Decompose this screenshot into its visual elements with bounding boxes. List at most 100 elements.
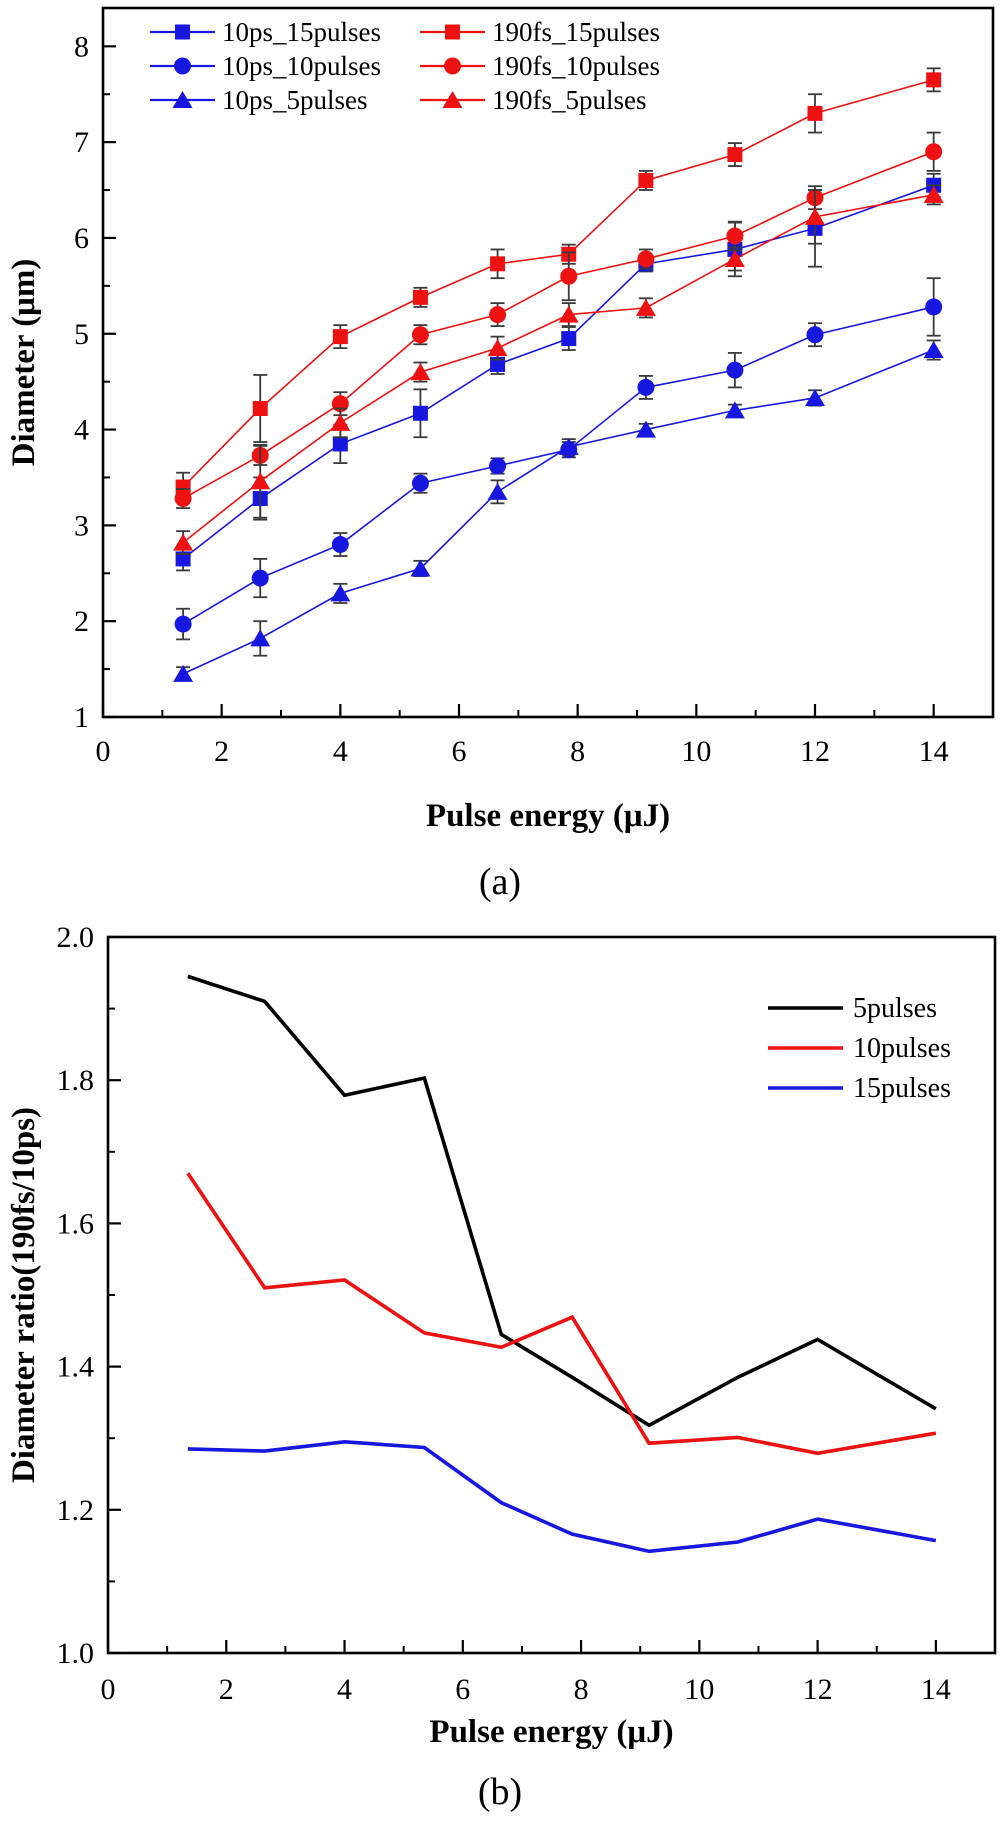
circle-marker xyxy=(489,306,507,324)
x-tick-label: 12 xyxy=(800,735,830,768)
circle-marker xyxy=(925,298,943,316)
series-line xyxy=(182,184,934,560)
square-marker xyxy=(332,436,348,452)
series-line xyxy=(187,1439,937,1554)
series-190fs_10pulses xyxy=(174,131,943,510)
legend-label: 15pulses xyxy=(853,1073,951,1104)
triangle-marker xyxy=(250,472,271,490)
chart-b-svg: 0 2 4 6 8 10 12 14 1.0 1.2 1.4 1.6 1.8 2.0 Pulse energ… xyxy=(6,921,997,1750)
x-tick-label: 8 xyxy=(574,1673,589,1706)
triangle-marker xyxy=(724,401,745,419)
x-axis: 0 2 4 6 8 10 12 14 xyxy=(101,1640,996,1706)
legend-label: 10ps_15pulses xyxy=(222,17,381,47)
legend: 10ps_15pulses 10ps_10pulses 10ps_5pulses 19… xyxy=(150,17,660,115)
triangle-marker xyxy=(724,250,745,268)
square-marker xyxy=(412,405,428,421)
triangle-marker xyxy=(487,339,508,357)
legend-label: 5pulses xyxy=(853,993,937,1024)
series-10ps_10pulses xyxy=(174,277,943,641)
legend-label: 10ps_5pulses xyxy=(222,85,368,115)
legend-item-10ps_5pulses: 10ps_5pulses xyxy=(150,85,368,115)
square-marker xyxy=(445,24,460,40)
series-190fs_15pulses xyxy=(175,67,942,503)
circle-marker xyxy=(174,57,191,75)
legend-label: 190fs_15pulses xyxy=(492,17,660,47)
series-line xyxy=(186,1172,937,1456)
legend-item-15pulses: 15pulses xyxy=(768,1073,951,1104)
x-tick-label: 2 xyxy=(219,1673,234,1706)
caption-b: (b) xyxy=(477,1771,523,1813)
circle-marker xyxy=(489,457,507,475)
x-tick-label: 6 xyxy=(455,1673,470,1706)
x-tick-label: 8 xyxy=(570,735,585,768)
legend-item-5pulses: 5pulses xyxy=(768,993,937,1024)
x-tick-label: 0 xyxy=(96,735,111,768)
caption-a: (a) xyxy=(478,861,522,903)
x-tick-label: 6 xyxy=(452,735,467,768)
triangle-marker xyxy=(558,305,579,323)
triangle-marker xyxy=(330,584,351,602)
square-marker xyxy=(807,105,823,121)
triangle-marker xyxy=(442,91,463,108)
y-tick-label: 1.8 xyxy=(57,1064,95,1097)
x-tick-label: 14 xyxy=(919,735,949,768)
y-tick-label: 1.0 xyxy=(57,1637,95,1670)
triangle-marker xyxy=(635,420,656,438)
y-tick-label: 5 xyxy=(74,318,89,351)
circle-marker xyxy=(411,474,429,492)
series-5pulses xyxy=(187,974,937,1428)
x-tick-label: 4 xyxy=(337,1673,352,1706)
triangle-marker xyxy=(805,388,825,406)
legend-item-190fs_15pulses: 190fs_15pulses xyxy=(420,17,660,47)
y-tick-label: 1.6 xyxy=(57,1207,95,1240)
triangle-marker xyxy=(173,533,194,551)
square-marker xyxy=(412,289,428,305)
series-line xyxy=(182,349,934,675)
x-tick-label: 2 xyxy=(214,735,229,768)
circle-marker xyxy=(726,227,744,245)
circle-marker xyxy=(637,250,655,268)
triangle-marker xyxy=(923,185,944,203)
y-tick-label: 2 xyxy=(74,605,89,638)
triangle-marker xyxy=(923,341,944,359)
triangle-marker xyxy=(173,664,194,682)
y-tick-label: 1 xyxy=(74,701,89,734)
circle-marker xyxy=(174,490,192,508)
x-tick-label: 12 xyxy=(803,1673,833,1706)
triangle-marker xyxy=(635,298,656,316)
legend-item-10ps_10pulses: 10ps_10pulses xyxy=(150,51,381,81)
y-axis-title: Diameter ratio(190fs/10ps) xyxy=(6,1107,42,1483)
series-line xyxy=(182,194,934,544)
circle-marker xyxy=(174,615,192,633)
y-axis-title: Diameter (μm) xyxy=(6,259,42,467)
legend-label: 190fs_10pulses xyxy=(492,51,660,81)
legend-item-190fs_10pulses: 190fs_10pulses xyxy=(420,51,660,81)
circle-marker xyxy=(560,267,578,285)
series-line xyxy=(182,306,934,625)
square-marker xyxy=(490,356,506,372)
series-line xyxy=(182,79,934,488)
x-axis-title: Pulse energy (μJ) xyxy=(426,798,670,834)
y-tick-label: 1.4 xyxy=(57,1351,95,1384)
triangle-marker xyxy=(805,207,825,225)
y-axis: 1.0 1.2 1.4 1.6 1.8 2.0 xyxy=(57,921,121,1670)
x-tick-label: 0 xyxy=(101,1673,116,1706)
square-marker xyxy=(175,24,190,40)
triangle-marker xyxy=(330,413,351,431)
plot-border xyxy=(101,6,995,719)
series-15pulses xyxy=(187,1439,937,1554)
legend-label: 10ps_10pulses xyxy=(222,51,381,81)
square-marker xyxy=(561,331,577,347)
legend-label: 190fs_5pulses xyxy=(492,85,647,115)
circle-marker xyxy=(726,361,744,379)
series-10pulses xyxy=(186,1172,937,1456)
y-axis: 1 2 3 4 5 6 7 8 xyxy=(74,30,116,734)
triangle-marker xyxy=(410,559,431,577)
circle-marker xyxy=(806,326,824,344)
triangle-marker xyxy=(250,629,271,647)
circle-marker xyxy=(444,57,461,75)
square-marker xyxy=(332,329,348,345)
legend: 5pulses 10pulses 15pulses xyxy=(768,993,951,1104)
x-tick-label: 10 xyxy=(681,735,711,768)
